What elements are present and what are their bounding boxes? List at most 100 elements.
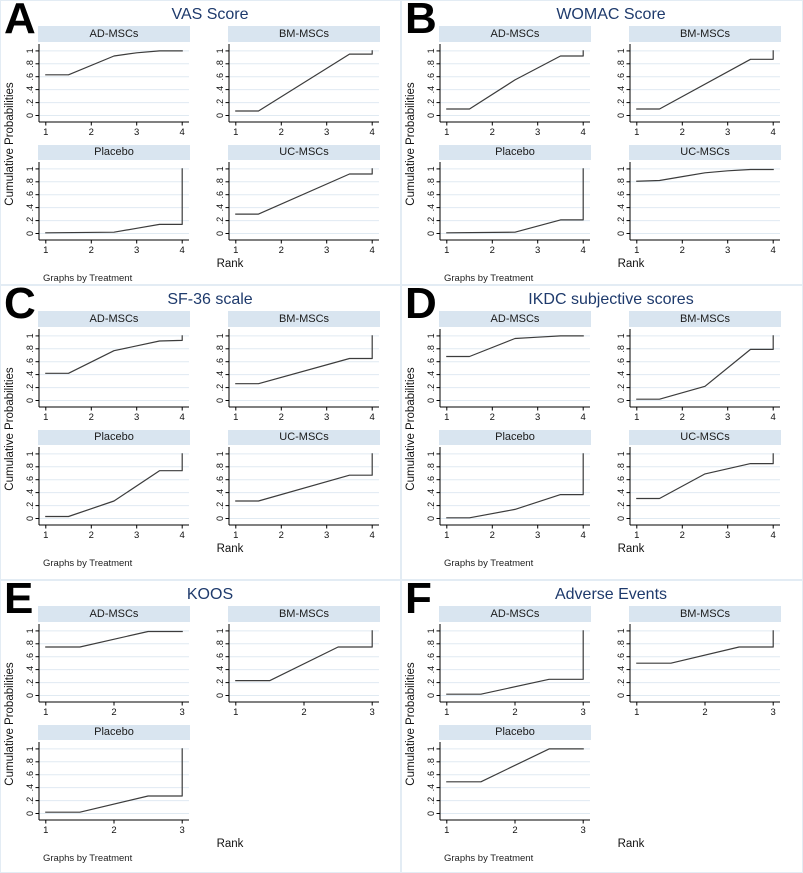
svg-text:3: 3: [535, 127, 540, 138]
svg-text:2: 2: [279, 245, 284, 256]
svg-text:0: 0: [616, 112, 626, 117]
svg-text:.4: .4: [25, 784, 35, 792]
svg-text:4: 4: [180, 245, 185, 256]
subplot-treatment-header: UC-MSCs: [228, 144, 380, 160]
svg-text:.4: .4: [25, 85, 35, 93]
svg-text:4: 4: [370, 127, 375, 138]
subplot-chart: 0 .2 .4 .6 .8 1 1 2 3 4: [25, 43, 189, 138]
subplot-ad-mscs: AD-MSCs 0 .2 .4 .6 .8 1 1 2 3 4: [21, 311, 193, 427]
svg-text:2: 2: [301, 707, 306, 718]
svg-text:2: 2: [89, 127, 94, 138]
subplot-chart: 0 .2 .4 .6 .8 1 1 2 3: [426, 623, 590, 718]
svg-text:4: 4: [771, 530, 776, 541]
panel-body: Cumulative Probabilities AD-MSCs 0.2.4.6.…: [402, 311, 802, 569]
svg-text:.2: .2: [426, 98, 436, 106]
svg-text:.4: .4: [215, 665, 225, 673]
subplot-grid: AD-MSCs 0 .2 .4 .6 .8 1 1 2 3 4 BM-MSCs 0 .2 .4 .6 .8 1 1 2…: [422, 311, 802, 545]
svg-text:.8: .8: [25, 60, 35, 68]
x-axis-label: Rank: [617, 543, 645, 555]
svg-text:.8: .8: [616, 178, 626, 186]
svg-text:3: 3: [725, 412, 730, 423]
subplot-ad-mscs: AD-MSCs 0 .2 .4 .6 .8 1 1 2 3: [21, 606, 193, 722]
svg-text:1: 1: [444, 825, 449, 836]
subplot-treatment-header: AD-MSCs: [439, 311, 591, 327]
svg-text:2: 2: [279, 530, 284, 541]
y-axis-label: Cumulative Probabilities: [4, 367, 16, 491]
svg-text:.8: .8: [25, 345, 35, 353]
svg-text:4: 4: [771, 127, 776, 138]
svg-text:.6: .6: [215, 357, 225, 365]
graphs-by-note: Graphs by Treatment: [444, 558, 534, 569]
svg-text:.2: .2: [616, 502, 626, 510]
y-axis-label: Cumulative Probabilities: [4, 662, 16, 786]
subplot-grid: AD-MSCs 0 .2 .4 .6 .8 1 1 2 3 4 BM-MSCs 0 .2 .4 .6 .8 1 1 2…: [21, 311, 400, 545]
svg-text:3: 3: [324, 127, 329, 138]
svg-text:.4: .4: [25, 370, 35, 378]
subplot-grid: AD-MSCs 0 .2 .4 .6 .8 1 1 2 3 4 BM-MSCs 0 .2 .4 .6 .8 1 1 2…: [422, 26, 802, 260]
subplot-placebo: Placebo 0 .2 .4 .6 .8 1 1 2 3: [422, 724, 594, 841]
subplot-treatment-header: BM-MSCs: [629, 26, 781, 42]
svg-text:3: 3: [535, 245, 540, 256]
panel-body: Cumulative Probabilities AD-MSCs 0.2.4.6.…: [402, 26, 802, 284]
svg-text:.8: .8: [25, 640, 35, 648]
subplot-treatment-header: BM-MSCs: [228, 606, 380, 622]
svg-text:1: 1: [25, 628, 35, 633]
svg-text:1: 1: [616, 166, 626, 171]
subplot-uc-mscs: UC-MSCs 0 .2 .4 .6 .8 1 1 2 3 4: [211, 144, 383, 261]
svg-text:.4: .4: [25, 204, 35, 212]
subplot-treatment-header: BM-MSCs: [629, 606, 781, 622]
svg-text:.6: .6: [25, 72, 35, 80]
subplot-chart: 0 .2 .4 .6 .8 1 1 2 3 4: [426, 447, 590, 541]
svg-text:1: 1: [634, 707, 639, 718]
subplot-placebo: Placebo 0 .2 .4 .6 .8 1 1 2 3 4: [21, 144, 193, 261]
svg-text:1: 1: [215, 451, 225, 456]
svg-text:.8: .8: [426, 345, 436, 353]
svg-text:2: 2: [490, 127, 495, 138]
svg-text:1: 1: [25, 451, 35, 456]
svg-text:.6: .6: [25, 191, 35, 199]
panel-b: B WOMAC Score Cumulative Probabilities A…: [401, 0, 803, 285]
subplot-treatment-header: AD-MSCs: [38, 311, 190, 327]
svg-text:2: 2: [89, 412, 94, 423]
panel-c: C SF-36 scale Cumulative Probabilities A…: [0, 285, 401, 580]
svg-text:.6: .6: [426, 771, 436, 779]
panel-title: SF-36 scale: [167, 291, 253, 308]
svg-text:0: 0: [25, 397, 35, 402]
svg-text:.2: .2: [215, 383, 225, 391]
x-axis-label: Rank: [216, 258, 244, 270]
panel-title: IKDC subjective scores: [528, 291, 694, 308]
subplot-ad-mscs: AD-MSCs 0 .2 .4 .6 .8 1 1 2 3 4: [422, 26, 594, 142]
subplot-uc-mscs: UC-MSCs 0 .2 .4 .6 .8 1 1 2 3 4: [612, 144, 784, 261]
svg-text:2: 2: [680, 245, 685, 256]
svg-text:.6: .6: [616, 72, 626, 80]
panel-body: Cumulative Probabilities AD-MSCs 0.2.4.6.…: [402, 606, 802, 864]
subplot-grid: AD-MSCs 0 .2 .4 .6 .8 1 1 2 3 BM-MSCs 0 .2 .4 .6 .8 1 1 2 3…: [21, 606, 400, 840]
svg-text:.6: .6: [426, 476, 436, 484]
svg-text:3: 3: [581, 825, 586, 836]
subplot-placebo: Placebo 0 .2 .4 .6 .8 1 1 2 3 4: [21, 429, 193, 546]
panel-a: A VAS Score Cumulative Probabilities AD-…: [0, 0, 401, 285]
svg-text:0: 0: [426, 692, 436, 697]
svg-text:0: 0: [426, 112, 436, 117]
subplot-bm-mscs: BM-MSCs 0 .2 .4 .6 .8 1 1 2 3: [612, 606, 784, 722]
svg-text:3: 3: [581, 707, 586, 718]
panel-title: WOMAC Score: [556, 6, 666, 23]
panel-title: Adverse Events: [554, 586, 668, 603]
subplot-chart: 0 .2 .4 .6 .8 1 1 2 3: [215, 623, 379, 718]
svg-text:.2: .2: [215, 98, 225, 106]
svg-text:0: 0: [426, 811, 436, 816]
svg-text:1: 1: [444, 707, 449, 718]
svg-text:1: 1: [444, 412, 449, 423]
svg-text:4: 4: [581, 127, 586, 138]
svg-text:.2: .2: [25, 98, 35, 106]
svg-text:.4: .4: [215, 370, 225, 378]
svg-text:0: 0: [25, 231, 35, 236]
panel-body: Cumulative Probabilities AD-MSCs 0.2.4.6.…: [1, 26, 400, 284]
svg-text:1: 1: [233, 412, 238, 423]
svg-text:1: 1: [215, 166, 225, 171]
svg-text:.8: .8: [426, 640, 436, 648]
svg-text:.6: .6: [426, 72, 436, 80]
svg-text:2: 2: [702, 707, 707, 718]
svg-text:.2: .2: [616, 383, 626, 391]
svg-text:1: 1: [426, 333, 436, 338]
